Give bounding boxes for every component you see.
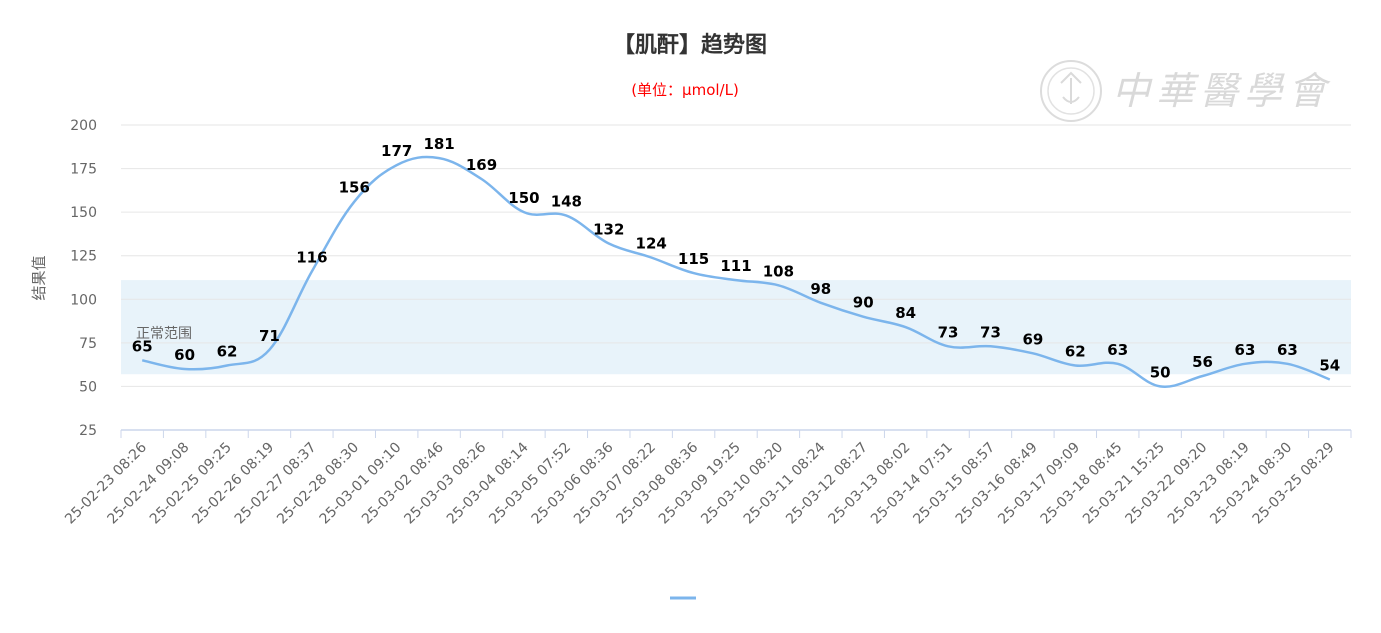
y-axis-title: 结果值 [30, 255, 48, 300]
data-point[interactable] [223, 362, 231, 370]
data-label: 111 [720, 257, 751, 275]
normal-range-band [121, 280, 1351, 375]
data-point[interactable] [1114, 360, 1122, 368]
data-point[interactable] [1283, 360, 1291, 368]
y-tick-label: 150 [70, 205, 97, 221]
data-point[interactable] [435, 154, 443, 162]
data-label: 98 [810, 280, 831, 298]
data-point[interactable] [1029, 349, 1037, 357]
data-point[interactable] [902, 323, 910, 331]
data-label: 63 [1107, 341, 1128, 359]
data-label: 181 [423, 135, 454, 153]
data-point[interactable] [944, 342, 952, 350]
data-label: 156 [339, 179, 370, 197]
data-label: 177 [381, 142, 412, 160]
data-label: 124 [636, 234, 667, 252]
data-label: 90 [853, 294, 874, 312]
data-label: 150 [508, 189, 539, 207]
data-label: 50 [1150, 363, 1171, 381]
data-point[interactable] [986, 342, 994, 350]
y-tick-label: 75 [79, 336, 97, 352]
data-point[interactable] [859, 313, 867, 321]
watermark-text: 中華醫學會 [1112, 69, 1332, 113]
data-label: 69 [1022, 330, 1043, 348]
data-point[interactable] [774, 281, 782, 289]
data-label: 62 [1065, 343, 1086, 361]
data-point[interactable] [308, 267, 316, 275]
y-tick-label: 50 [79, 379, 97, 395]
data-point[interactable] [350, 198, 358, 206]
data-point[interactable] [520, 208, 528, 216]
data-label: 115 [678, 250, 709, 268]
x-tick-label: 25-03-25 08:29 [1250, 440, 1338, 528]
data-label: 63 [1277, 341, 1298, 359]
data-point[interactable] [647, 253, 655, 261]
data-label: 132 [593, 221, 624, 239]
data-label: 148 [551, 193, 582, 211]
data-point[interactable] [393, 161, 401, 169]
data-label: 71 [259, 327, 280, 345]
data-point[interactable] [265, 346, 273, 354]
data-point[interactable] [690, 269, 698, 277]
data-label: 60 [174, 346, 195, 364]
data-point[interactable] [478, 175, 486, 183]
y-tick-label: 25 [79, 423, 97, 439]
data-label: 63 [1235, 341, 1256, 359]
data-point[interactable] [1241, 360, 1249, 368]
series-line [141, 155, 1331, 388]
normal-range-label: 正常范围 [136, 325, 192, 342]
data-label: 65 [132, 337, 153, 355]
data-point[interactable] [605, 240, 613, 248]
data-label: 73 [980, 323, 1001, 341]
data-point[interactable] [1156, 382, 1164, 390]
data-label: 62 [217, 343, 238, 361]
chart-subtitle: (单位：μmol/L) [631, 81, 739, 99]
y-tick-label: 100 [70, 292, 97, 308]
y-tick-label: 175 [70, 162, 97, 178]
data-point[interactable] [1199, 372, 1207, 380]
data-label: 84 [895, 304, 916, 322]
y-tick-label: 125 [70, 249, 97, 265]
data-label: 169 [466, 156, 497, 174]
data-label: 56 [1192, 353, 1213, 371]
watermark-seal-icon [1040, 60, 1102, 122]
data-label: 108 [763, 262, 794, 280]
data-point[interactable] [138, 356, 146, 364]
data-point[interactable] [1326, 375, 1334, 383]
data-label: 116 [296, 248, 327, 266]
data-label: 54 [1319, 356, 1340, 374]
data-point[interactable] [181, 365, 189, 373]
y-tick-label: 200 [70, 118, 97, 134]
data-point[interactable] [817, 299, 825, 307]
chart-title: 【肌酐】趋势图 [613, 32, 767, 58]
data-point[interactable] [732, 276, 740, 284]
data-point[interactable] [562, 212, 570, 220]
data-label: 73 [938, 323, 959, 341]
data-point[interactable] [1071, 362, 1079, 370]
watermark: 中華醫學會 [1040, 60, 1332, 122]
